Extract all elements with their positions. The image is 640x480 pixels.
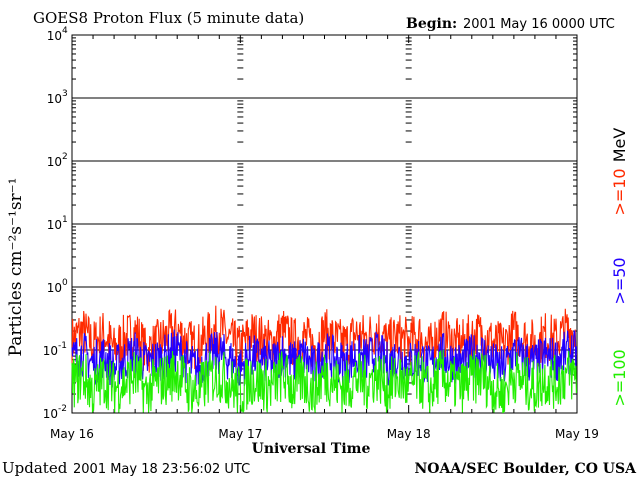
y-tick-base: 10 [43, 407, 58, 421]
y-tick-exponent: 0 [62, 278, 68, 288]
y-tick-exponent: 2 [62, 152, 68, 162]
x-axis-label: Universal Time [252, 441, 371, 457]
source-credit: NOAA/SEC Boulder, CO USA [415, 461, 638, 477]
series-line-2 [71, 349, 577, 414]
updated-label: Updated [2, 459, 68, 477]
y-tick-base: 10 [47, 155, 62, 169]
y-tick-base: 10 [47, 29, 62, 43]
y-tick-label: 10 -2 [43, 404, 67, 421]
x-tick-label: May 19 [555, 427, 599, 441]
begin-label: Begin: [406, 16, 457, 32]
series-group [71, 305, 577, 414]
y-tick-exponent: -2 [58, 404, 67, 414]
y-tick-base: 10 [47, 218, 62, 232]
x-tick-labels: May 16 May 17 May 18 May 19 [50, 427, 599, 441]
legend-entry-50: >=50 [610, 257, 629, 304]
y-tick-exponent: -1 [58, 341, 67, 351]
y-tick-exponent: 1 [62, 215, 68, 225]
y-tick-label: 10 -1 [43, 341, 67, 358]
y-axis-label: Particles cm⁻²s⁻¹sr⁻¹ [6, 178, 26, 357]
y-tick-label: 10 3 [47, 89, 68, 106]
y-tick-label: 10 4 [47, 26, 68, 43]
y-tick-label: 10 1 [47, 215, 68, 232]
legend-entry-10: >=10 [610, 168, 629, 215]
y-tick-label: 10 2 [47, 152, 68, 169]
legend-unit: MeV [610, 128, 629, 163]
y-tick-label: 10 0 [47, 278, 68, 295]
updated-value: 2001 May 18 23:56:02 UTC [73, 462, 250, 477]
series-line-0 [71, 305, 577, 373]
x-tick-label: May 17 [218, 427, 262, 441]
y-tick-base: 10 [43, 344, 58, 358]
y-tick-exponent: 4 [62, 26, 68, 36]
legend: MeV >=10 >=50 >=100 [610, 128, 629, 407]
x-tick-label: May 16 [50, 427, 94, 441]
begin-value: 2001 May 16 0000 UTC [463, 17, 615, 32]
y-tick-base: 10 [47, 92, 62, 106]
x-tick-label: May 18 [387, 427, 431, 441]
chart-title: GOES8 Proton Flux (5 minute data) [33, 9, 304, 27]
y-tick-exponent: 3 [62, 89, 68, 99]
legend-entry-100: >=100 [610, 349, 629, 406]
y-tick-base: 10 [47, 281, 62, 295]
